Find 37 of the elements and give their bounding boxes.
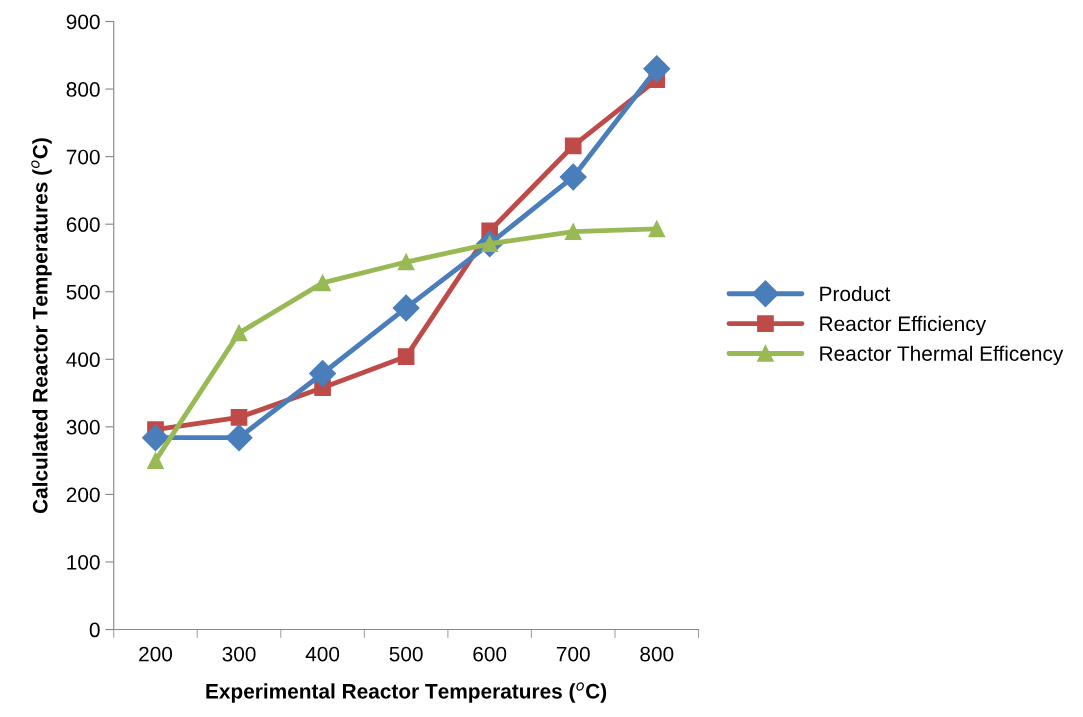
y-tick-label: 700 bbox=[66, 149, 100, 165]
x-tick-label: 500 bbox=[389, 646, 423, 662]
x-tick-label: 400 bbox=[305, 646, 340, 662]
legend-label: Reactor Thermal Efficency bbox=[820, 345, 1064, 366]
y-tick-label: 200 bbox=[66, 487, 100, 503]
point bbox=[392, 294, 420, 322]
y-axis-title: Calculated Reactor Temperatures ($^{o}$C) bbox=[31, 138, 52, 514]
y-tick-label: 0 bbox=[89, 622, 100, 638]
point bbox=[314, 274, 331, 292]
x-tick-label: 700 bbox=[556, 646, 590, 662]
x-tick-label: 800 bbox=[640, 646, 674, 662]
point bbox=[648, 220, 666, 238]
point bbox=[564, 137, 582, 155]
point bbox=[230, 409, 248, 426]
point bbox=[564, 223, 582, 240]
legend-label: Reactor Efficiency bbox=[820, 315, 987, 336]
point bbox=[397, 348, 415, 365]
y-tick-label: 300 bbox=[66, 419, 100, 435]
y-tick-label: 500 bbox=[66, 284, 100, 300]
x-tick-label: 600 bbox=[473, 646, 507, 662]
legend-label: Product bbox=[820, 285, 891, 302]
point bbox=[643, 55, 671, 83]
point bbox=[559, 163, 587, 191]
point bbox=[225, 424, 253, 452]
y-tick-label: 900 bbox=[66, 14, 100, 30]
point bbox=[230, 324, 248, 342]
x-tick-label: 200 bbox=[139, 646, 173, 662]
x-tick-label: 300 bbox=[222, 646, 256, 662]
point bbox=[147, 452, 164, 469]
point bbox=[142, 424, 169, 452]
point bbox=[309, 360, 337, 387]
x-axis-title: Experimental Reactor Temperatures ($^{o}$C) bbox=[206, 682, 607, 703]
y-tick-label: 800 bbox=[66, 82, 100, 97]
point bbox=[397, 253, 415, 271]
y-tick-label: 600 bbox=[66, 217, 100, 232]
y-tick-label: 100 bbox=[67, 554, 100, 570]
y-tick-label: 400 bbox=[66, 352, 100, 368]
